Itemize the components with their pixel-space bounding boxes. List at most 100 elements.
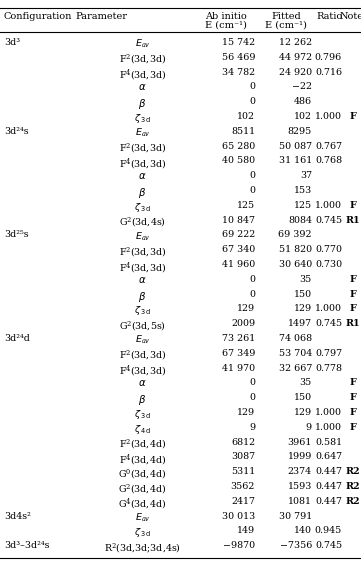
Text: F: F: [349, 408, 356, 417]
Text: 12 262: 12 262: [279, 38, 312, 47]
Text: 1081: 1081: [288, 497, 312, 506]
Text: 149: 149: [237, 526, 255, 536]
Text: 0.447: 0.447: [315, 482, 342, 491]
Text: $\zeta\,_{\mathregular{3d}}$: $\zeta\,_{\mathregular{3d}}$: [134, 201, 151, 214]
Text: 0.768: 0.768: [315, 156, 342, 165]
Text: $E_{\mathregular{av}}$: $E_{\mathregular{av}}$: [135, 127, 150, 139]
Text: F$^{\mathregular{2}}$(3d,4d): F$^{\mathregular{2}}$(3d,4d): [119, 437, 166, 451]
Text: 73 261: 73 261: [222, 334, 255, 343]
Text: 129: 129: [237, 408, 255, 417]
Text: 3961: 3961: [288, 437, 312, 447]
Text: F$^{\mathregular{2}}$(3d,3d): F$^{\mathregular{2}}$(3d,3d): [119, 349, 166, 362]
Text: 150: 150: [294, 393, 312, 402]
Text: Ab initio: Ab initio: [205, 12, 247, 21]
Text: 30 640: 30 640: [279, 260, 312, 269]
Text: 3562: 3562: [231, 482, 255, 491]
Text: G$^{\mathregular{2}}$(3d,4d): G$^{\mathregular{2}}$(3d,4d): [118, 482, 166, 495]
Text: 3d²⁵s: 3d²⁵s: [4, 230, 29, 239]
Text: 153: 153: [294, 186, 312, 195]
Text: 56 469: 56 469: [222, 53, 255, 62]
Text: −22: −22: [292, 83, 312, 91]
Text: F: F: [349, 275, 356, 284]
Text: 9: 9: [306, 423, 312, 432]
Text: F: F: [349, 423, 356, 432]
Text: 129: 129: [237, 304, 255, 313]
Text: 2009: 2009: [231, 319, 255, 328]
Text: 0.745: 0.745: [315, 319, 342, 328]
Text: 0: 0: [249, 290, 255, 298]
Text: 40 580: 40 580: [222, 156, 255, 165]
Text: 3d²⁴s: 3d²⁴s: [4, 127, 29, 136]
Text: G$^{\mathregular{4}}$(3d,4d): G$^{\mathregular{4}}$(3d,4d): [118, 497, 166, 513]
Text: 0.796: 0.796: [315, 53, 342, 62]
Text: $\zeta\,_{\mathregular{3d}}$: $\zeta\,_{\mathregular{3d}}$: [134, 304, 151, 317]
Text: 0.767: 0.767: [315, 142, 342, 150]
Text: $\alpha$: $\alpha$: [138, 171, 147, 181]
Text: 67 340: 67 340: [222, 245, 255, 254]
Text: 41 960: 41 960: [222, 260, 255, 269]
Text: 35: 35: [300, 378, 312, 387]
Text: $\alpha$: $\alpha$: [138, 275, 147, 285]
Text: 8295: 8295: [288, 127, 312, 136]
Text: $\beta$: $\beta$: [138, 186, 147, 200]
Text: $\alpha$: $\alpha$: [138, 83, 147, 92]
Text: 24 920: 24 920: [279, 68, 312, 76]
Text: 37: 37: [300, 171, 312, 180]
Text: 2417: 2417: [231, 497, 255, 506]
Text: 0.716: 0.716: [315, 68, 342, 76]
Text: $\zeta\,_{\mathregular{3d}}$: $\zeta\,_{\mathregular{3d}}$: [134, 526, 151, 540]
Text: 35: 35: [300, 275, 312, 284]
Text: F$^{\mathregular{2}}$(3d,3d): F$^{\mathregular{2}}$(3d,3d): [119, 245, 166, 259]
Text: 0: 0: [249, 97, 255, 106]
Text: 0: 0: [249, 275, 255, 284]
Text: −7356: −7356: [280, 541, 312, 550]
Text: 0.797: 0.797: [315, 349, 342, 358]
Text: Fitted: Fitted: [271, 12, 301, 21]
Text: F$^{\mathregular{4}}$(3d,3d): F$^{\mathregular{4}}$(3d,3d): [119, 260, 166, 276]
Text: 8511: 8511: [231, 127, 255, 136]
Text: F: F: [349, 393, 356, 402]
Text: 0.447: 0.447: [315, 467, 342, 476]
Text: 31 161: 31 161: [279, 156, 312, 165]
Text: 69 392: 69 392: [278, 230, 312, 239]
Text: 140: 140: [294, 526, 312, 536]
Text: F$^{\mathregular{2}}$(3d,3d): F$^{\mathregular{2}}$(3d,3d): [119, 142, 166, 155]
Text: 74 068: 74 068: [279, 334, 312, 343]
Text: 51 820: 51 820: [279, 245, 312, 254]
Text: 102: 102: [237, 112, 255, 121]
Text: E (cm⁻¹): E (cm⁻¹): [265, 21, 307, 30]
Text: $\zeta\,_{\mathregular{3d}}$: $\zeta\,_{\mathregular{3d}}$: [134, 408, 151, 421]
Text: 1.000: 1.000: [315, 304, 342, 313]
Text: 32 667: 32 667: [279, 363, 312, 373]
Text: 3d²⁴d: 3d²⁴d: [4, 334, 30, 343]
Text: F: F: [349, 304, 356, 313]
Text: 0.745: 0.745: [315, 541, 342, 550]
Text: 8084: 8084: [288, 216, 312, 224]
Text: 6812: 6812: [231, 437, 255, 447]
Text: 0.945: 0.945: [315, 526, 342, 536]
Text: F$^{\mathregular{4}}$(3d,4d): F$^{\mathregular{4}}$(3d,4d): [119, 452, 166, 468]
Text: F$^{\mathregular{4}}$(3d,3d): F$^{\mathregular{4}}$(3d,3d): [119, 68, 166, 83]
Text: $\alpha$: $\alpha$: [138, 378, 147, 389]
Text: $E_{\mathregular{av}}$: $E_{\mathregular{av}}$: [135, 511, 150, 524]
Text: 41 970: 41 970: [222, 363, 255, 373]
Text: 1.000: 1.000: [315, 112, 342, 121]
Text: G$^{\mathregular{2}}$(3d,4s): G$^{\mathregular{2}}$(3d,4s): [119, 216, 166, 229]
Text: 0.745: 0.745: [315, 216, 342, 224]
Text: Ratio: Ratio: [316, 12, 343, 21]
Text: 5311: 5311: [231, 467, 255, 476]
Text: $\zeta\,_{\mathregular{3d}}$: $\zeta\,_{\mathregular{3d}}$: [134, 112, 151, 125]
Text: 30 013: 30 013: [222, 511, 255, 521]
Text: $\beta$: $\beta$: [138, 290, 147, 304]
Text: 102: 102: [294, 112, 312, 121]
Text: $E_{\mathregular{av}}$: $E_{\mathregular{av}}$: [135, 230, 150, 243]
Text: $\beta$: $\beta$: [138, 97, 147, 111]
Text: F: F: [349, 290, 356, 298]
Text: 9: 9: [249, 423, 255, 432]
Text: R1: R1: [346, 216, 360, 224]
Text: 3087: 3087: [231, 452, 255, 461]
Text: Parameter: Parameter: [75, 12, 127, 21]
Text: 0: 0: [249, 186, 255, 195]
Text: 0.647: 0.647: [315, 452, 342, 461]
Text: 67 349: 67 349: [222, 349, 255, 358]
